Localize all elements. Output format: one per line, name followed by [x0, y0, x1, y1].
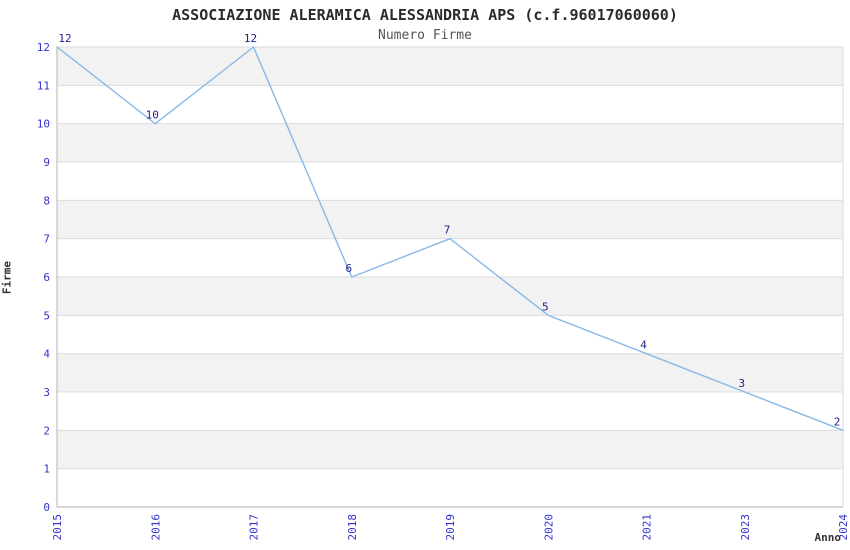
x-tick-label: 2023	[739, 514, 752, 541]
x-tick-label: 2019	[444, 514, 457, 541]
chart-subtitle: Numero Firme	[378, 28, 472, 43]
y-tick-label: 10	[37, 118, 50, 131]
data-point-label: 12	[58, 32, 71, 45]
data-point-label: 12	[244, 32, 257, 45]
data-point-label: 10	[146, 109, 159, 122]
x-tick-label: 2024	[837, 514, 850, 541]
x-tick-label: 2021	[641, 514, 654, 541]
data-point-label: 6	[345, 262, 352, 275]
data-point-label: 4	[640, 339, 647, 352]
y-axis-label: Firme	[0, 260, 14, 295]
data-point-label: 5	[542, 300, 549, 313]
y-tick-label: 12	[37, 41, 50, 54]
y-tick-label: 6	[43, 271, 50, 284]
y-tick-label: 2	[43, 424, 50, 437]
grid-band	[57, 47, 843, 86]
x-tick-label: 2017	[248, 514, 261, 541]
y-tick-label: 5	[43, 309, 50, 322]
y-tick-label: 8	[43, 194, 50, 207]
data-point-label: 7	[444, 224, 451, 237]
y-tick-label: 11	[37, 79, 50, 92]
grid-band	[57, 430, 843, 469]
y-tick-label: 7	[43, 233, 50, 246]
x-tick-label: 2015	[51, 514, 64, 541]
data-point-label: 3	[738, 377, 745, 390]
y-tick-label: 0	[43, 501, 50, 514]
y-tick-label: 1	[43, 463, 50, 476]
x-tick-label: 2016	[149, 514, 162, 541]
y-tick-label: 9	[43, 156, 50, 169]
y-tick-label: 4	[43, 348, 50, 361]
grid-band	[57, 277, 843, 316]
x-tick-label: 2020	[542, 514, 555, 541]
x-axis-label: Anno	[814, 531, 842, 544]
data-point-label: 2	[834, 415, 841, 428]
chart-title: ASSOCIAZIONE ALERAMICA ALESSANDRIA APS (…	[172, 6, 678, 24]
grid-band	[57, 200, 843, 239]
x-tick-label: 2018	[346, 514, 359, 541]
series-line	[56, 46, 844, 432]
y-tick-label: 3	[43, 386, 50, 399]
grid-band	[57, 353, 843, 392]
grid-band	[57, 123, 843, 162]
